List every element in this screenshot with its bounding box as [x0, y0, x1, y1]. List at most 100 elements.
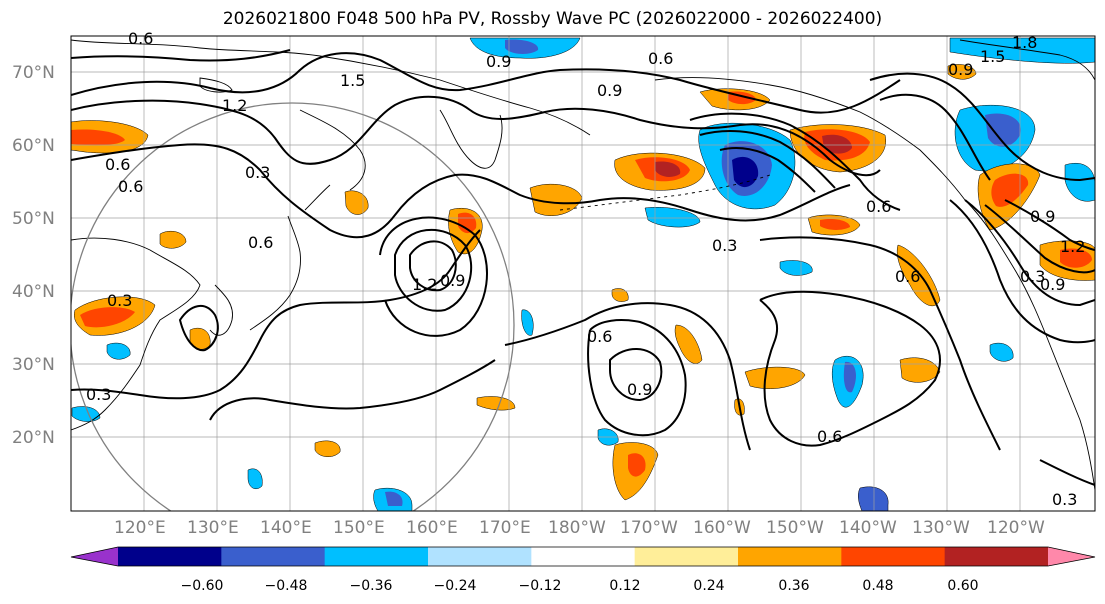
- coastline-islands-nw: [199, 77, 233, 93]
- positive-anomaly-mid-pacific-core: [820, 218, 850, 230]
- lon-label: 140°E: [260, 518, 312, 538]
- longitude-labels: 120°E 130°E 140°E 150°E 160°E 170°E 180°…: [114, 518, 1045, 538]
- lon-label: 130°E: [187, 518, 239, 538]
- coastlines: [71, 39, 1095, 491]
- negative-anomaly-canada-core: [985, 113, 1021, 147]
- contour-ring-mid: [609, 348, 663, 402]
- contour-label: 0.6: [118, 177, 143, 196]
- contour-nw-ring: [869, 72, 1095, 182]
- colorbar-tick-label: 0.12: [609, 578, 640, 594]
- contour-aleut-1: [689, 112, 901, 211]
- colorbar-cell: [738, 547, 842, 566]
- contour-1: [71, 52, 901, 114]
- contour-label: 0.3: [1020, 267, 1045, 286]
- colorbar-tick-label: −0.36: [350, 578, 393, 594]
- colorbar-tick-label: 0.48: [862, 578, 893, 594]
- positive-anomaly-south-center-core: [628, 453, 646, 477]
- contour-label: 0.9: [948, 60, 973, 79]
- lon-label: 180°W: [548, 518, 606, 538]
- lon-label: 120°W: [987, 518, 1045, 538]
- contour-7: [759, 290, 941, 447]
- contour-label: 0.3: [107, 291, 132, 310]
- contour-6: [587, 319, 687, 437]
- coastline-north-america: [964, 199, 1095, 491]
- colorbar-outline: [70, 546, 1096, 567]
- lat-label-60n: 60°N: [12, 136, 55, 156]
- latitude-labels: 70°N 60°N 50°N 40°N 30°N 20°N: [12, 63, 55, 448]
- contour-5: [504, 302, 751, 451]
- negative-anomaly-north-core: [505, 39, 539, 54]
- lat-label-20n: 20°N: [12, 428, 55, 448]
- lon-label: 150°W: [766, 518, 824, 538]
- contour-label: 0.6: [587, 327, 612, 346]
- colorbar-ticks: −0.60 −0.48 −0.36 −0.24 −0.12 0.12 0.24 …: [181, 578, 979, 594]
- chart-title: 2026021800 F048 500 hPa PV, Rossby Wave …: [222, 9, 883, 29]
- positive-anomaly-east-core: [1060, 248, 1092, 268]
- pv-contours: [71, 49, 1095, 486]
- graticule: [71, 36, 1095, 511]
- contour-label: 1.8: [1012, 33, 1037, 52]
- colorbar-tick-label: 0.24: [693, 578, 724, 594]
- contour-ne-1: [949, 199, 1095, 344]
- lon-label: 130°W: [912, 518, 970, 538]
- contour-label: 1.5: [980, 47, 1005, 66]
- contour-ne-2: [964, 199, 1095, 307]
- colorbar-tick-label: −0.24: [434, 578, 477, 594]
- contour-low-ring3: [379, 216, 488, 337]
- positive-anomaly-central-inner: [655, 161, 681, 177]
- positive-anomaly-west-core: [71, 129, 125, 146]
- negative-anomaly-hawaii-core: [843, 361, 856, 393]
- lon-label: 160°W: [693, 518, 751, 538]
- negative-anomaly-small6: [521, 309, 534, 336]
- negative-anomaly-alaska-inner: [732, 156, 759, 188]
- contour-label: 0.9: [597, 81, 622, 100]
- contour-nw-ring2: [879, 93, 991, 181]
- positive-anomaly-150w: [744, 366, 806, 389]
- contour-11: [209, 359, 496, 421]
- contour-label: 1.5: [340, 71, 365, 90]
- map-frame: [70, 35, 1096, 512]
- contour-label: 0.3: [245, 163, 270, 182]
- positive-anomaly-160w: [674, 324, 703, 364]
- contour-label: 0.6: [105, 155, 130, 174]
- positive-anomaly-small-d: [476, 396, 516, 411]
- contour-label: 0.3: [712, 236, 737, 255]
- positive-anomaly-small-c: [314, 440, 341, 457]
- lat-label-30n: 30°N: [12, 355, 55, 375]
- radius-circle: [71, 102, 515, 511]
- contour-4: [71, 229, 481, 400]
- lon-label: 150°E: [333, 518, 385, 538]
- contour-label: 0.9: [1040, 275, 1065, 294]
- colorbar-cell: [944, 547, 1049, 566]
- coastline-alaska: [654, 77, 966, 201]
- negative-anomaly-small4: [779, 260, 813, 276]
- coastline-canada-north: [959, 39, 1095, 81]
- lon-label: 120°E: [114, 518, 166, 538]
- contour-label: 0.6: [817, 427, 842, 446]
- coastline-okhotsk: [299, 109, 366, 191]
- negative-anomaly-east: [1064, 162, 1095, 202]
- contour-label: 1.2: [412, 275, 437, 294]
- positive-anomaly-china-core: [80, 307, 135, 328]
- contour-10: [178, 305, 219, 352]
- colorbar-tick-label: 0.36: [778, 578, 809, 594]
- positive-anomaly-bering-inner: [822, 134, 852, 154]
- positive-anomaly-small-b: [344, 190, 369, 215]
- lon-label: 170°E: [479, 518, 531, 538]
- coastline-japan: [249, 184, 331, 331]
- colorbar-cell: [634, 547, 739, 566]
- contour-label: 0.9: [486, 52, 511, 71]
- contour-label: 0.6: [128, 29, 153, 48]
- contour-label: 1.2: [222, 96, 247, 115]
- contour-low-ring2: [394, 228, 473, 312]
- contour-label: 0.3: [86, 385, 111, 404]
- lon-label: 160°E: [406, 518, 458, 538]
- colorbar-extend-max: [1048, 547, 1095, 566]
- contour-aleut-3: [719, 147, 816, 193]
- contour-label: 0.3: [1052, 490, 1077, 509]
- colorbar-tick-label: −0.60: [181, 578, 224, 594]
- negative-anomaly-small5: [247, 468, 263, 489]
- positive-anomaly-small-h: [611, 288, 629, 302]
- negative-anomaly-mid: [644, 207, 701, 228]
